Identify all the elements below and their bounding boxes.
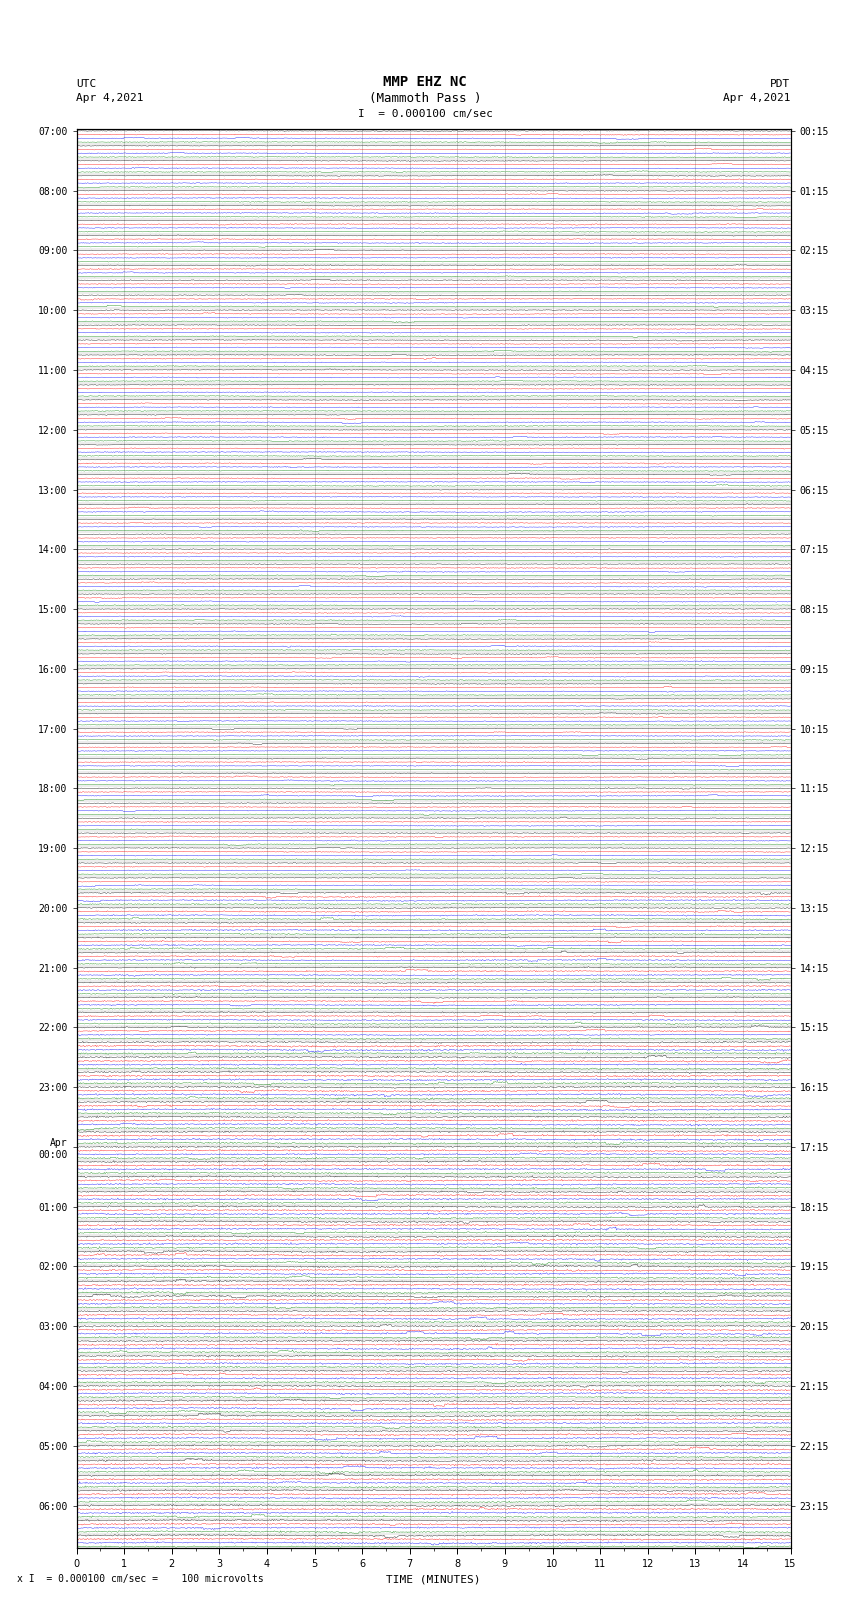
Text: UTC: UTC bbox=[76, 79, 97, 89]
Text: (Mammoth Pass ): (Mammoth Pass ) bbox=[369, 92, 481, 105]
Text: PDT: PDT bbox=[770, 79, 790, 89]
Text: Apr 4,2021: Apr 4,2021 bbox=[76, 94, 144, 103]
Text: I  = 0.000100 cm/sec: I = 0.000100 cm/sec bbox=[358, 110, 492, 119]
Text: x I  = 0.000100 cm/sec =    100 microvolts: x I = 0.000100 cm/sec = 100 microvolts bbox=[17, 1574, 264, 1584]
Text: Apr 4,2021: Apr 4,2021 bbox=[723, 94, 791, 103]
Text: MMP EHZ NC: MMP EHZ NC bbox=[383, 74, 467, 89]
X-axis label: TIME (MINUTES): TIME (MINUTES) bbox=[386, 1574, 481, 1584]
